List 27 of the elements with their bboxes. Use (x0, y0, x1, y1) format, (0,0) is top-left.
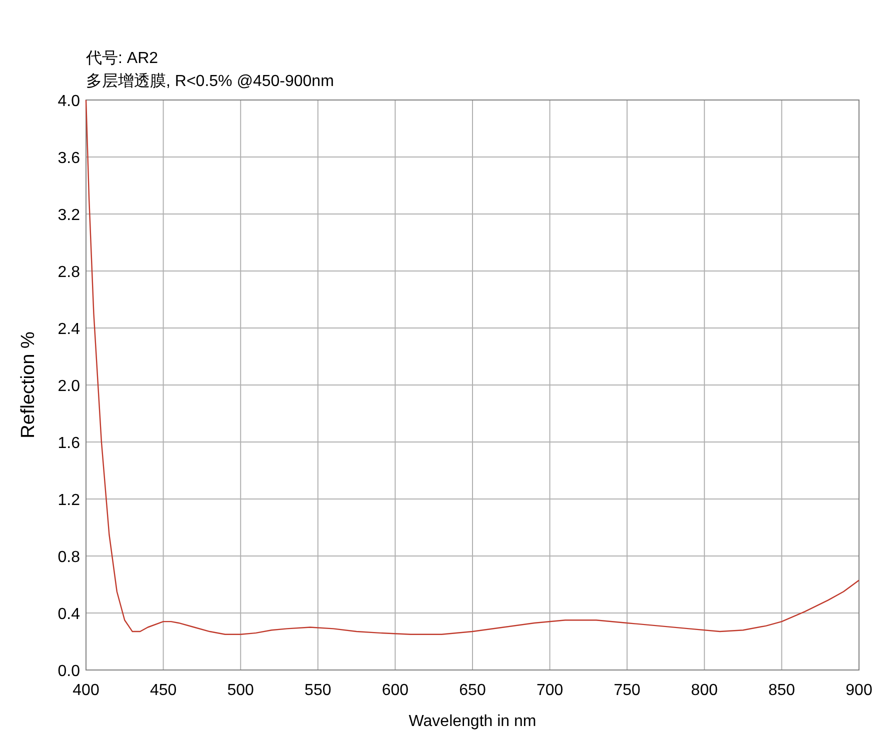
x-tick-label: 500 (227, 682, 254, 699)
x-tick-label: 600 (382, 682, 409, 699)
y-tick-label: 4.0 (58, 93, 80, 110)
x-tick-label: 550 (304, 682, 332, 699)
x-tick-label: 400 (72, 682, 100, 699)
line-series (85, 99, 860, 635)
y-tick-label: 2.8 (58, 264, 80, 281)
x-tick-label: 850 (768, 682, 796, 699)
x-tick-label: 700 (536, 682, 564, 699)
chart-subtitle: 多层增透膜, R<0.5% @450-900nm (86, 72, 334, 90)
y-tick-label: 2.0 (58, 378, 80, 395)
x-tick-label: 750 (614, 682, 641, 699)
y-axis-title: Reflection % (18, 332, 39, 438)
x-tick-label: 900 (846, 682, 872, 699)
x-tick-label: 650 (459, 682, 486, 699)
y-tick-label: 0.4 (58, 606, 80, 623)
y-tick-label: 3.6 (58, 150, 80, 167)
y-tick-label: 0.0 (58, 663, 80, 680)
y-tick-label: 2.4 (58, 321, 80, 338)
x-tick-label: 800 (691, 682, 718, 699)
x-axis-title: Wavelength in nm (408, 713, 536, 730)
y-tick-label: 1.2 (58, 492, 80, 509)
y-tick-label: 0.8 (58, 549, 80, 566)
chart-title: 代号: AR2 (85, 50, 158, 67)
y-tick-label: 3.2 (58, 207, 80, 224)
y-tick-label: 1.6 (58, 435, 80, 452)
x-tick-label: 450 (150, 682, 177, 699)
